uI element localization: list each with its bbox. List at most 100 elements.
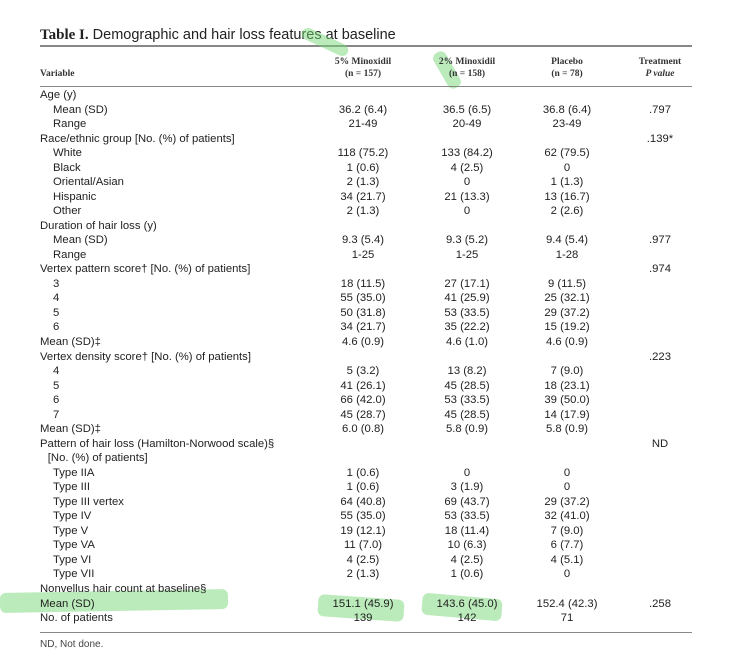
table-row: Hispanic 34 (21.7) 21 (13.3) 13 (16.7) [0, 190, 750, 205]
table-row: Mean (SD)‡ 4.6 (0.9) 4.6 (1.0) 4.6 (0.9) [0, 335, 750, 350]
cell-p-value: .258 [649, 597, 671, 610]
cell-placebo: 6 (7.7) [550, 539, 584, 552]
cell-5pct: 2 (1.3) [346, 176, 380, 189]
table-row: Mean (SD) 151.1 (45.9) 143.6 (45.0) 152.4 (… [0, 597, 750, 612]
row-label: Type III vertex [53, 495, 124, 508]
cell-2pct: 36.5 (6.5) [442, 103, 492, 116]
table-row: 5 50 (31.8) 53 (33.5) 29 (37.2) [0, 306, 750, 321]
cell-2pct: 10 (6.3) [447, 539, 487, 552]
cell-2pct: 133 (84.2) [441, 147, 493, 160]
cell-2pct: 18 (11.4) [444, 524, 490, 537]
cell-placebo: 0 [563, 568, 571, 581]
cell-5pct: 55 (35.0) [340, 292, 386, 305]
table-row: Type III 1 (0.6) 3 (1.9) 0 [0, 480, 750, 495]
table-row: Vertex pattern score† [No. (%) of patien… [0, 262, 750, 277]
cell-5pct: 9.3 (5.4) [341, 234, 385, 247]
cell-placebo: 0 [563, 161, 571, 174]
table-row: Type VI 4 (2.5) 4 (2.5) 4 (5.1) [0, 553, 750, 568]
cell-5pct: 18 (11.5) [340, 277, 386, 290]
cell-5pct: 4 (2.5) [346, 553, 380, 566]
row-label: 5 [53, 306, 60, 319]
row-label: Pattern of hair loss (Hamilton-Norwood s… [40, 437, 275, 450]
footnote: ND, Not done. [40, 639, 104, 650]
cell-5pct: 6.0 (0.8) [341, 423, 385, 436]
cell-placebo: 29 (37.2) [544, 306, 590, 319]
table-row: Range 21-49 20-49 23-49 [0, 117, 750, 132]
table-row: Mean (SD) 9.3 (5.4) 9.3 (5.2) 9.4 (5.4) .977 [0, 233, 750, 248]
cell-5pct: 34 (21.7) [340, 321, 386, 334]
table-row: 7 45 (28.7) 45 (28.5) 14 (17.9) [0, 408, 750, 423]
cell-2pct: 142 [457, 612, 477, 625]
table-row: 4 55 (35.0) 41 (25.9) 25 (32.1) [0, 291, 750, 306]
cell-placebo: 36.8 (6.4) [542, 103, 592, 116]
cell-5pct: 5 (3.2) [346, 365, 380, 378]
cell-placebo: 13 (16.7) [544, 190, 590, 203]
row-label: White [53, 147, 82, 160]
cell-5pct: 50 (31.8) [340, 306, 386, 319]
row-label: [No. (%) of patients] [47, 452, 148, 465]
header-placebo: Placebo (n = 78) [551, 57, 583, 79]
row-label: Mean (SD) [40, 597, 95, 610]
cell-5pct: 151.1 (45.9) [332, 597, 394, 610]
cell-2pct: 0 [463, 176, 471, 189]
cell-placebo: 23-49 [552, 118, 582, 131]
table-row: Range 1-25 1-25 1-28 [0, 248, 750, 263]
row-label: Type VI [53, 553, 92, 566]
row-label: Type V [53, 524, 89, 537]
row-label: Type IIA [53, 466, 95, 479]
cell-placebo: 0 [563, 481, 571, 494]
cell-5pct: 4.6 (0.9) [341, 336, 385, 348]
cell-5pct: 139 [353, 612, 373, 625]
cell-2pct: 45 (28.5) [444, 379, 490, 392]
table-row: Type IV 55 (35.0) 53 (33.5) 32 (41.0) [0, 509, 750, 524]
table-row: Vertex density score† [No. (%) of patien… [0, 350, 750, 365]
cell-placebo: 7 (9.0) [550, 524, 584, 537]
cell-2pct: 0 [463, 466, 471, 479]
row-label: Type IV [53, 510, 92, 523]
cell-placebo: 29 (37.2) [544, 495, 590, 508]
row-label: No. of patients [40, 612, 113, 625]
row-label: Type VA [53, 539, 95, 552]
row-label: Type VII [53, 568, 95, 581]
cell-5pct: 2 (1.3) [346, 568, 380, 581]
table-label: Table I. [40, 27, 89, 43]
row-label: Mean (SD)‡ [40, 336, 101, 348]
table-row: Type III vertex 64 (40.8) 69 (43.7) 29 (37.… [0, 495, 750, 510]
cell-p-value: .223 [649, 350, 671, 363]
table-row: Type IIA 1 (0.6) 0 0 [0, 466, 750, 481]
cell-placebo: 32 (41.0) [544, 510, 590, 523]
cell-5pct: 66 (42.0) [340, 394, 386, 407]
cell-placebo: 14 (17.9) [544, 408, 590, 421]
cell-2pct: 9.3 (5.2) [445, 234, 489, 247]
table-row: White 118 (75.2) 133 (84.2) 62 (79.5) [0, 146, 750, 161]
table-row: 4 5 (3.2) 13 (8.2) 7 (9.0) [0, 364, 750, 379]
cell-5pct: 1 (0.6) [346, 161, 380, 174]
cell-2pct: 41 (25.9) [444, 292, 490, 305]
cell-2pct: 13 (8.2) [447, 365, 487, 378]
row-label: Mean (SD)‡ [40, 423, 101, 436]
cell-5pct: 34 (21.7) [340, 190, 386, 203]
cell-placebo: 71 [560, 612, 574, 625]
cell-5pct: 2 (1.3) [346, 205, 380, 218]
cell-5pct: 36.2 (6.4) [338, 103, 388, 116]
row-label: Type III [53, 481, 91, 494]
table-row: Type V 19 (12.1) 18 (11.4) 7 (9.0) [0, 524, 750, 539]
cell-2pct: 1-25 [455, 248, 479, 261]
cell-placebo: 9 (11.5) [547, 277, 587, 290]
row-label: Range [53, 118, 87, 131]
row-label: Oriental/Asian [53, 176, 124, 189]
cell-placebo: 39 (50.0) [544, 394, 590, 407]
cell-5pct: 118 (75.2) [337, 147, 389, 160]
cell-5pct: 45 (28.7) [340, 408, 386, 421]
row-label: Other [53, 205, 82, 218]
header-variable: Variable [40, 69, 75, 79]
cell-placebo: 0 [563, 466, 571, 479]
cell-placebo: 15 (19.2) [544, 321, 590, 334]
cell-2pct: 53 (33.5) [444, 394, 490, 407]
table-row: Duration of hair loss (y) [0, 219, 750, 234]
cell-5pct: 41 (26.1) [340, 379, 386, 392]
row-label: Duration of hair loss (y) [40, 219, 157, 232]
cell-placebo: 4 (5.1) [550, 553, 584, 566]
cell-2pct: 20-49 [452, 118, 482, 131]
cell-placebo: 7 (9.0) [550, 365, 584, 378]
